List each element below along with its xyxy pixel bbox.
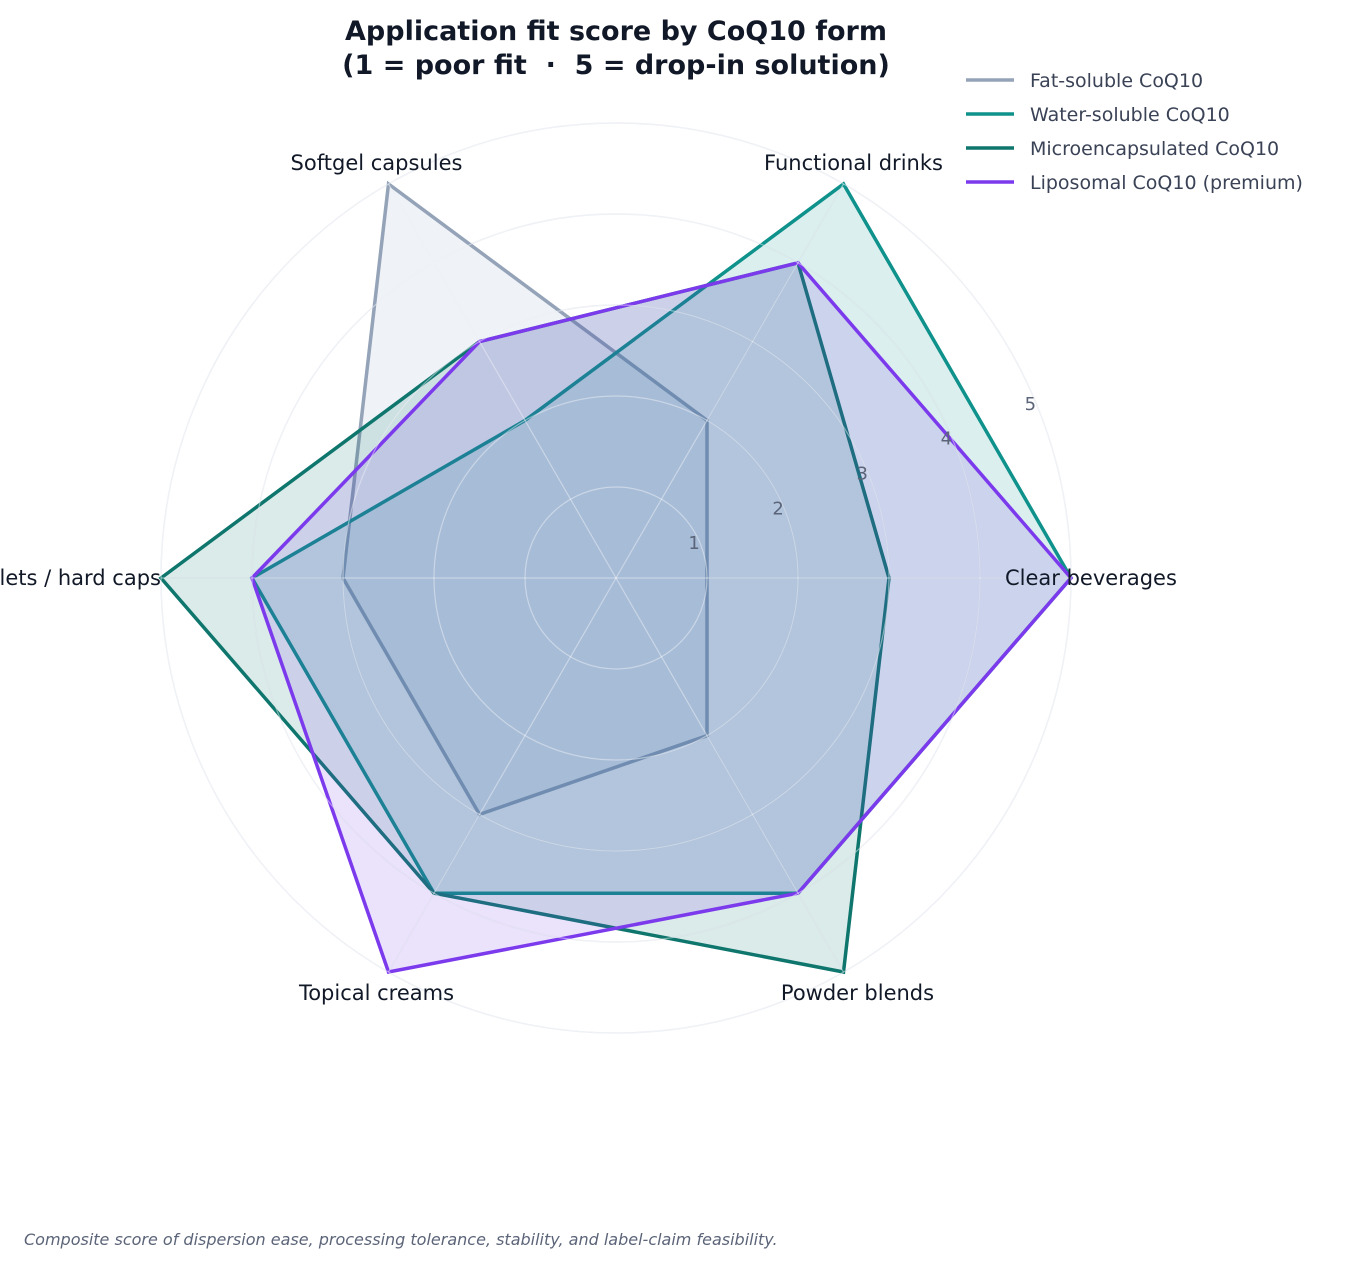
radial-tick-2: 2 xyxy=(772,498,783,519)
grid-circle-overlay-5 xyxy=(160,122,1072,1034)
radar-labels: Clear beverages Functional drinks Softgel … xyxy=(0,151,1177,1005)
chart-title-line2: (1 = poor fit · 5 = drop-in solution) xyxy=(342,50,890,81)
grid-spoke-overlay-5 xyxy=(615,577,845,973)
grid-circle-overlay-1 xyxy=(524,486,708,670)
radial-tick-5: 5 xyxy=(1025,394,1036,415)
grid-circle-overlay-2 xyxy=(433,395,799,761)
axis-label-5: Powder blends xyxy=(781,981,934,1005)
legend-label-2: Microencapsulated CoQ10 xyxy=(1030,138,1279,160)
radial-tick-1: 1 xyxy=(688,533,699,554)
chart-footnote: Composite score of dispersion ease, proc… xyxy=(24,1230,778,1249)
legend: Fat-soluble CoQ10 Water-soluble CoQ10 Micr… xyxy=(966,70,1303,194)
grid-spoke-overlay-1 xyxy=(615,183,845,579)
axis-label-2: Softgel capsules xyxy=(291,151,463,175)
series-0-area xyxy=(341,180,709,817)
radial-tick-4: 4 xyxy=(941,429,952,450)
radial-tick-3: 3 xyxy=(856,464,867,485)
grid-spoke-overlay-4 xyxy=(387,577,617,973)
grid-spoke-overlay-2 xyxy=(387,183,617,579)
radar-series xyxy=(158,122,1074,1034)
legend-label-1: Water-soluble CoQ10 xyxy=(1030,104,1230,126)
axis-label-1: Functional drinks xyxy=(764,151,943,175)
axis-label-3: Tablets / hard caps xyxy=(0,566,161,590)
axis-label-4: Topical creams xyxy=(298,981,454,1005)
legend-label-3: Liposomal CoQ10 (premium) xyxy=(1030,172,1303,194)
series-3-area xyxy=(249,260,1074,975)
legend-label-0: Fat-soluble CoQ10 xyxy=(1030,70,1203,92)
chart-title-line1: Application fit score by CoQ10 form xyxy=(345,16,887,47)
grid-circle-overlay-3 xyxy=(342,304,890,852)
axis-label-0: Clear beverages xyxy=(1005,566,1177,590)
grid-circle-overlay-4 xyxy=(251,213,981,943)
